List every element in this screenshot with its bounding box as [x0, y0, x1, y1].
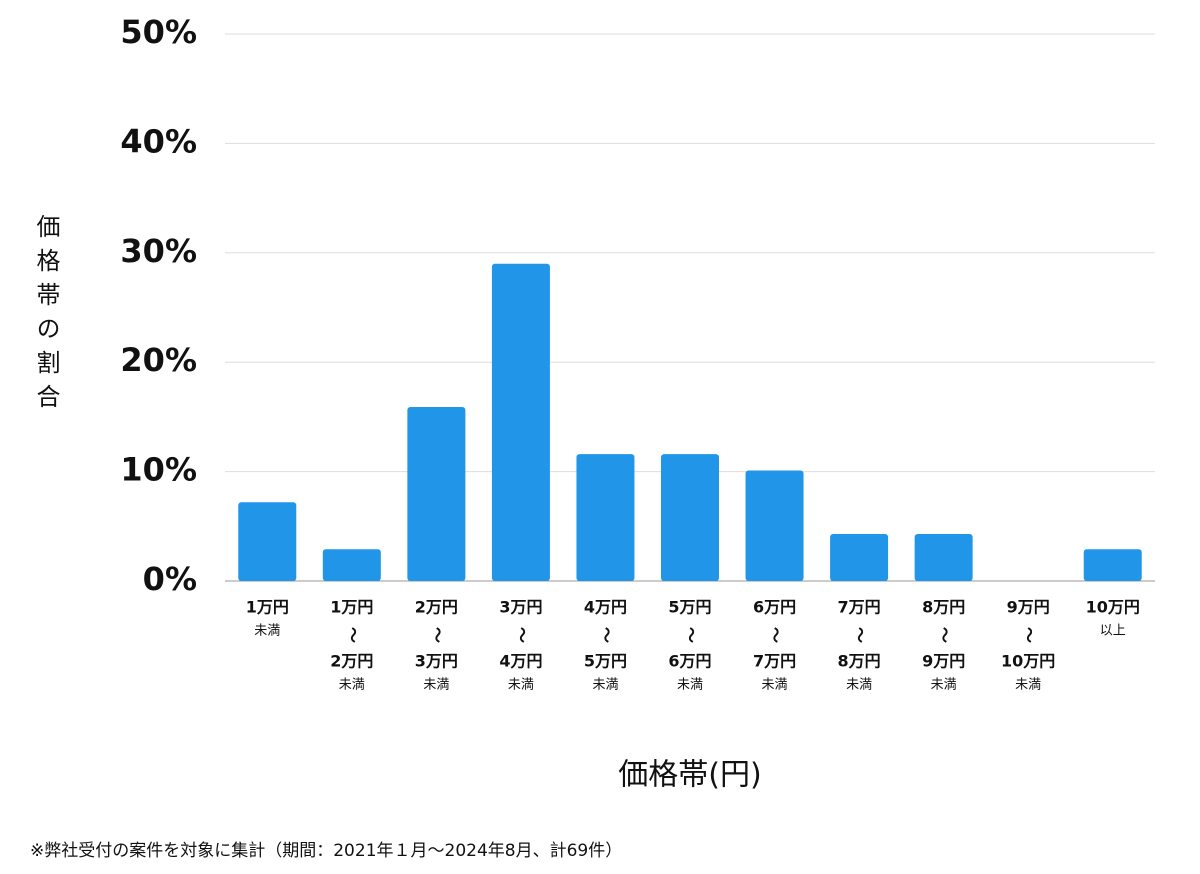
x-tick-label: 〜 [1020, 627, 1039, 643]
x-tick-label: 未満 [762, 678, 788, 693]
x-tick-label: 以上 [1100, 624, 1126, 639]
x-tick-label: 9万円 [1007, 598, 1050, 617]
x-tick-label: 未満 [1015, 678, 1041, 693]
y-tick-label: 10% [120, 451, 197, 489]
x-tick-label: 6万円 [668, 652, 711, 671]
x-tick-label: 3万円 [415, 652, 458, 671]
bar [914, 533, 973, 581]
footnote: ※弊社受付の案件を対象に集計（期間：2021年１月〜2024年8月、計69件） [30, 841, 622, 861]
y-axis-label: 価格帯の割合 [32, 214, 60, 418]
x-tick-label: 5万円 [584, 652, 627, 671]
x-tick-label: 未満 [592, 678, 618, 693]
x-tick-label: 〜 [512, 627, 531, 643]
y-tick-label: 30% [120, 232, 197, 270]
y-tick-label: 40% [120, 122, 197, 160]
bar [661, 454, 719, 581]
x-tick-label: 4万円 [584, 598, 627, 617]
x-tick-label: 未満 [931, 678, 957, 693]
x-tick-label: 7万円 [753, 652, 796, 671]
bar [322, 549, 381, 581]
y-tick-label: 50% [120, 13, 197, 51]
bar [238, 502, 297, 581]
bar [1083, 549, 1142, 581]
x-tick-label: 9万円 [922, 652, 965, 671]
x-tick-label: 〜 [935, 627, 954, 643]
x-tick-label: 3万円 [499, 598, 542, 617]
x-tick-label: 2万円 [415, 598, 458, 617]
x-tick-label: 7万円 [838, 598, 881, 617]
x-tick-label: 6万円 [753, 598, 796, 617]
x-tick-label: 未満 [846, 678, 872, 693]
x-tick-label: 〜 [343, 627, 362, 643]
y-tick-label: 0% [143, 560, 197, 598]
x-tick-label: 2万円 [330, 652, 373, 671]
x-tick-label: 8万円 [922, 598, 965, 617]
x-tick-label: 未満 [423, 678, 449, 693]
bar [491, 263, 550, 581]
x-tick-label: 未満 [254, 624, 280, 639]
x-tick-label: 〜 [428, 627, 447, 643]
x-tick-label: 5万円 [668, 598, 711, 617]
x-tick-label: 未満 [339, 678, 365, 693]
x-tick-label: 8万円 [838, 652, 881, 671]
x-tick-label: 4万円 [499, 652, 542, 671]
x-tick-label: 1万円 [246, 598, 289, 617]
x-tick-label: 〜 [597, 627, 616, 643]
x-tick-label: 1万円 [330, 598, 373, 617]
x-axis-label: 価格帯(円) [618, 758, 761, 793]
bar [745, 470, 804, 581]
x-tick-label: 〜 [851, 627, 870, 643]
y-tick-label: 20% [120, 341, 197, 379]
bar [830, 533, 889, 581]
x-tick-label: 未満 [677, 678, 703, 693]
x-tick-label: 未満 [508, 678, 534, 693]
x-tick-label: 10万円 [1001, 652, 1055, 671]
x-tick-label: 〜 [682, 627, 701, 643]
x-tick-label: 〜 [766, 627, 785, 643]
x-tick-label: 10万円 [1086, 598, 1140, 617]
bar [407, 407, 466, 581]
bar [576, 454, 635, 581]
